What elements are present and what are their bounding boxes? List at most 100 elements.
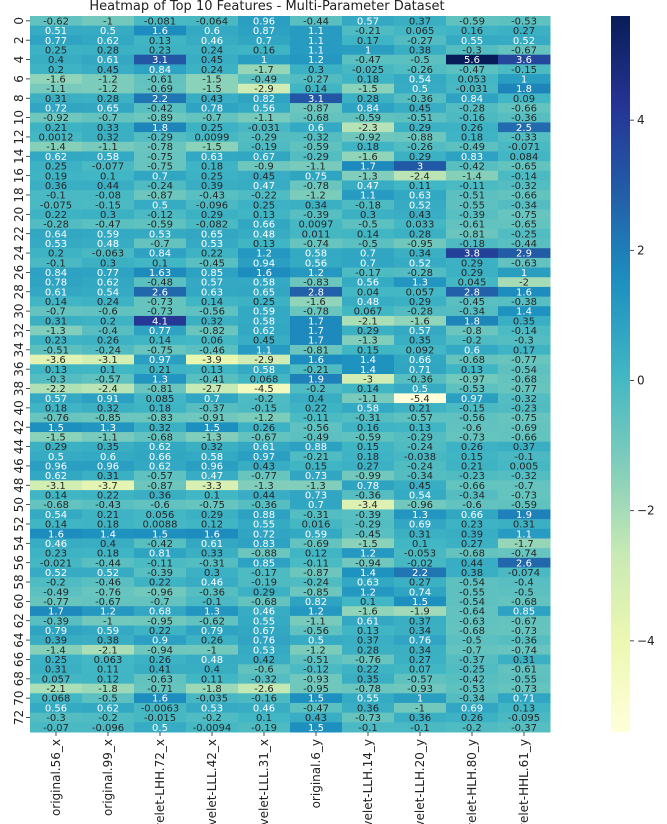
heatmap-cell bbox=[82, 393, 135, 404]
heatmap-cell bbox=[186, 151, 239, 162]
cell-value-label: 0.45 bbox=[409, 104, 431, 115]
heatmap-cell bbox=[498, 625, 551, 636]
cell-value-label: 0.5 bbox=[308, 636, 324, 647]
cell-value-label: 0.48 bbox=[253, 229, 275, 240]
cell-value-label: -0.39 bbox=[355, 510, 381, 521]
heatmap-cell bbox=[342, 25, 395, 36]
cell-value-label: -4.5 bbox=[254, 384, 274, 395]
cell-value-label: 0.5 bbox=[412, 384, 428, 395]
heatmap-cell bbox=[186, 16, 239, 27]
heatmap-cell bbox=[446, 248, 499, 259]
cell-value-label: -0.15 bbox=[95, 200, 121, 211]
heatmap-cell bbox=[186, 664, 239, 675]
cell-value-label: 0.63 bbox=[201, 152, 223, 163]
heatmap-cell bbox=[82, 644, 135, 656]
heatmap-cell bbox=[394, 548, 447, 559]
cell-value-label: -0.36 bbox=[407, 374, 433, 385]
cell-value-label: 0.13 bbox=[461, 365, 483, 376]
heatmap-cell bbox=[498, 306, 551, 317]
cell-value-label: -0.66 bbox=[511, 104, 537, 115]
heatmap-cell bbox=[290, 199, 343, 211]
cell-value-label: 0.62 bbox=[45, 152, 67, 163]
cell-value-label: 0.15 bbox=[461, 452, 483, 463]
cell-value-label: 0.78 bbox=[201, 104, 223, 115]
heatmap-cell bbox=[290, 180, 343, 191]
heatmap-cell bbox=[30, 141, 83, 152]
cell-value-label: 1.7 bbox=[48, 607, 64, 618]
cell-value-label: 0.29 bbox=[253, 587, 275, 598]
heatmap-cell bbox=[30, 335, 83, 346]
cell-value-label: 0.58 bbox=[97, 152, 119, 163]
cell-value-label: -0.5 bbox=[514, 587, 534, 598]
colorbar-gradient bbox=[611, 16, 630, 732]
cell-value-label: -0.54 bbox=[511, 365, 537, 376]
cell-value-label: 0.31 bbox=[45, 665, 67, 676]
cell-value-label: -0.66 bbox=[459, 481, 485, 492]
cell-value-label: 0.32 bbox=[201, 316, 223, 327]
heatmap-cell bbox=[342, 35, 395, 46]
cell-value-label: -0.17 bbox=[251, 568, 277, 579]
cell-value-label: 0.22 bbox=[45, 210, 67, 221]
heatmap-cell bbox=[82, 451, 135, 462]
cell-value-label: -0.11 bbox=[303, 413, 329, 424]
heatmap-cell bbox=[342, 64, 395, 75]
heatmap-cell bbox=[342, 219, 395, 230]
heatmap-cell bbox=[290, 432, 343, 443]
cell-value-label: 0.21 bbox=[461, 462, 483, 473]
cell-value-label: 0.005 bbox=[510, 462, 539, 473]
cell-value-label: -0.73 bbox=[511, 491, 537, 502]
cell-value-label: 0.7 bbox=[256, 36, 272, 47]
cell-value-label: -0.34 bbox=[459, 694, 485, 705]
heatmap-cell bbox=[238, 25, 291, 36]
cell-value-label: 0.0012 bbox=[39, 133, 74, 144]
cell-value-label: -3 bbox=[363, 374, 373, 385]
heatmap-cell bbox=[498, 103, 551, 114]
cell-value-label: -0.77 bbox=[511, 355, 537, 366]
cell-value-label: -0.23 bbox=[459, 471, 485, 482]
heatmap-cell bbox=[134, 441, 187, 452]
heatmap-cell bbox=[446, 557, 499, 569]
cell-value-label: 0.14 bbox=[357, 384, 379, 395]
cell-value-label: -1.2 bbox=[98, 74, 118, 85]
heatmap-cell bbox=[30, 25, 83, 36]
cell-value-label: 0.13 bbox=[201, 365, 223, 376]
cell-value-label: -0.095 bbox=[508, 713, 540, 724]
heatmap-cell bbox=[342, 238, 395, 249]
cell-value-label: 0.3 bbox=[308, 65, 324, 76]
cell-value-label: -1.5 bbox=[202, 84, 222, 95]
cell-value-label: 1.6 bbox=[152, 694, 168, 705]
heatmap-cell bbox=[498, 441, 551, 452]
heatmap-cell bbox=[290, 325, 343, 336]
heatmap-cell bbox=[82, 83, 135, 94]
heatmap-cell bbox=[394, 122, 447, 133]
cell-value-label: 0.22 bbox=[357, 665, 379, 676]
heatmap-cell bbox=[446, 683, 499, 694]
heatmap-cell bbox=[446, 228, 499, 240]
heatmap-cell bbox=[82, 93, 135, 104]
heatmap-cell bbox=[498, 596, 551, 607]
heatmap-cell bbox=[446, 141, 499, 152]
heatmap-cell bbox=[498, 383, 551, 394]
heatmap-cell bbox=[238, 567, 291, 578]
cell-value-label: 0.18 bbox=[201, 162, 223, 173]
heatmap-cell bbox=[342, 432, 395, 443]
cell-value-label: -0.42 bbox=[459, 162, 485, 173]
cell-value-label: -2.6 bbox=[254, 684, 274, 695]
cell-value-label: -0.68 bbox=[147, 432, 173, 443]
cell-value-label: -0.68 bbox=[459, 626, 485, 637]
heatmap-cell bbox=[446, 577, 499, 588]
cell-value-label: -0.015 bbox=[144, 713, 176, 724]
cell-value-label: -0.88 bbox=[251, 549, 277, 560]
cell-value-label: 0.58 bbox=[253, 278, 275, 289]
heatmap-cell bbox=[30, 93, 83, 104]
cell-value-label: 0.57 bbox=[201, 278, 223, 289]
heatmap-cell bbox=[134, 354, 187, 365]
heatmap-cell bbox=[342, 538, 395, 549]
heatmap-cell bbox=[342, 548, 395, 559]
cell-value-label: -0.19 bbox=[251, 142, 277, 153]
cell-value-label: -0.39 bbox=[459, 210, 485, 221]
heatmap-cell bbox=[394, 228, 447, 240]
heatmap-cell bbox=[342, 45, 395, 56]
cell-value-label: 0.053 bbox=[458, 74, 487, 85]
heatmap-cell bbox=[342, 306, 395, 317]
